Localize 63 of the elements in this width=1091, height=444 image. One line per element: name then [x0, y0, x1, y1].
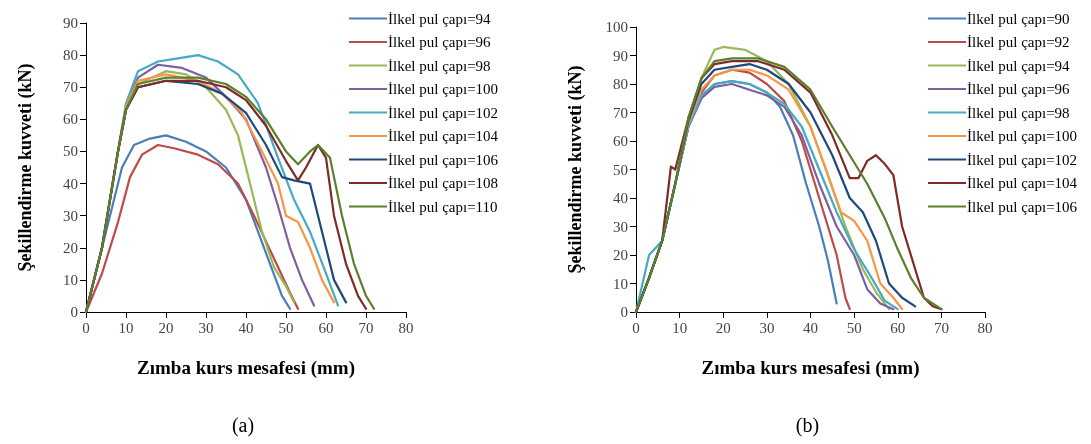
x-tick-label: 10 [672, 319, 688, 336]
legend-label: İlkel pul çapı=96 [388, 34, 492, 50]
text: (a) [231, 414, 255, 437]
y-tick-label: 10 [63, 271, 78, 288]
x-tick-label: 20 [715, 319, 731, 336]
legend-label: İlkel pul çapı=102 [388, 104, 499, 121]
x-tick-label: 80 [398, 319, 414, 336]
legend-label: İlkel pul çapı=100 [388, 81, 499, 97]
x-tick-label: 30 [759, 319, 775, 336]
legend-label: İlkel pul çapı=106 [967, 198, 1078, 215]
x-axis-title: Zımba kurs mesafesi (mm) [137, 357, 355, 379]
legend-label: İlkel pul çapı=96 [967, 81, 1071, 97]
x-tick-label: 10 [118, 319, 134, 336]
y-tick-label: 90 [63, 15, 78, 31]
legend-label: İlkel pul çapı=102 [967, 151, 1078, 168]
y-tick-label: 100 [605, 19, 628, 35]
legend-label: İlkel pul çapı=92 [967, 34, 1070, 50]
x-tick-label: 70 [358, 319, 374, 336]
y-tick-label: 80 [613, 76, 628, 92]
legend-label: İlkel pul çapı=94 [388, 10, 492, 27]
x-tick-label: 30 [198, 319, 214, 336]
y-tick-label: 30 [613, 218, 628, 235]
y-tick-label: 40 [63, 175, 78, 192]
text: (b) [795, 414, 820, 437]
legend-label: İlkel pul çapı=106 [388, 151, 499, 168]
x-tick-label: 0 [632, 319, 640, 336]
x-tick-label: 50 [846, 319, 862, 336]
y-tick-label: 50 [613, 161, 628, 178]
legend-label: İlkel pul çapı=108 [388, 175, 499, 191]
y-tick-label: 70 [613, 104, 628, 121]
legend-label: İlkel pul çapı=104 [967, 175, 1078, 191]
x-tick-label: 60 [890, 319, 906, 336]
x-tick-label: 50 [278, 319, 294, 336]
x-tick-label: 60 [318, 319, 334, 336]
y-tick-label: 70 [63, 79, 78, 96]
y-tick-label: 0 [70, 304, 78, 320]
y-tick-label: 30 [63, 207, 78, 224]
x-tick-label: 40 [238, 319, 254, 336]
x-tick-label: 20 [158, 319, 174, 336]
y-tick-label: 60 [613, 133, 628, 149]
y-tick-label: 40 [613, 190, 628, 206]
y-tick-label: 10 [613, 275, 628, 292]
legend-label: İlkel pul çapı=100 [967, 128, 1078, 144]
x-tick-label: 0 [82, 319, 90, 336]
y-tick-label: 80 [63, 47, 78, 64]
legend-label: İlkel pul çapı=98 [967, 104, 1070, 121]
legend-label: İlkel pul çapı=104 [388, 128, 499, 144]
y-tick-label: 50 [63, 143, 78, 160]
y-tick-label: 20 [613, 247, 628, 263]
x-tick-label: 80 [977, 319, 993, 336]
y-tick-label: 20 [63, 239, 78, 256]
legend-label: İlkel pul çapı=110 [388, 198, 498, 215]
y-tick-label: 90 [613, 47, 628, 64]
legend-label: İlkel pul çapı=98 [388, 57, 491, 74]
x-tick-label: 70 [933, 319, 949, 336]
legend-label: İlkel pul çapı=94 [967, 57, 1071, 74]
x-axis-title: Zımba kurs mesafesi (mm) [701, 357, 920, 379]
y-tick-label: 60 [63, 111, 78, 128]
y-tick-label: 0 [620, 304, 628, 320]
y-axis-title: Şekillendirme kuvveti (kN) [565, 65, 586, 274]
legend-label: İlkel pul çapı=90 [967, 10, 1070, 27]
y-axis-title: Şekillendirme kuvveti (kN) [15, 63, 36, 272]
x-tick-label: 40 [803, 319, 818, 336]
